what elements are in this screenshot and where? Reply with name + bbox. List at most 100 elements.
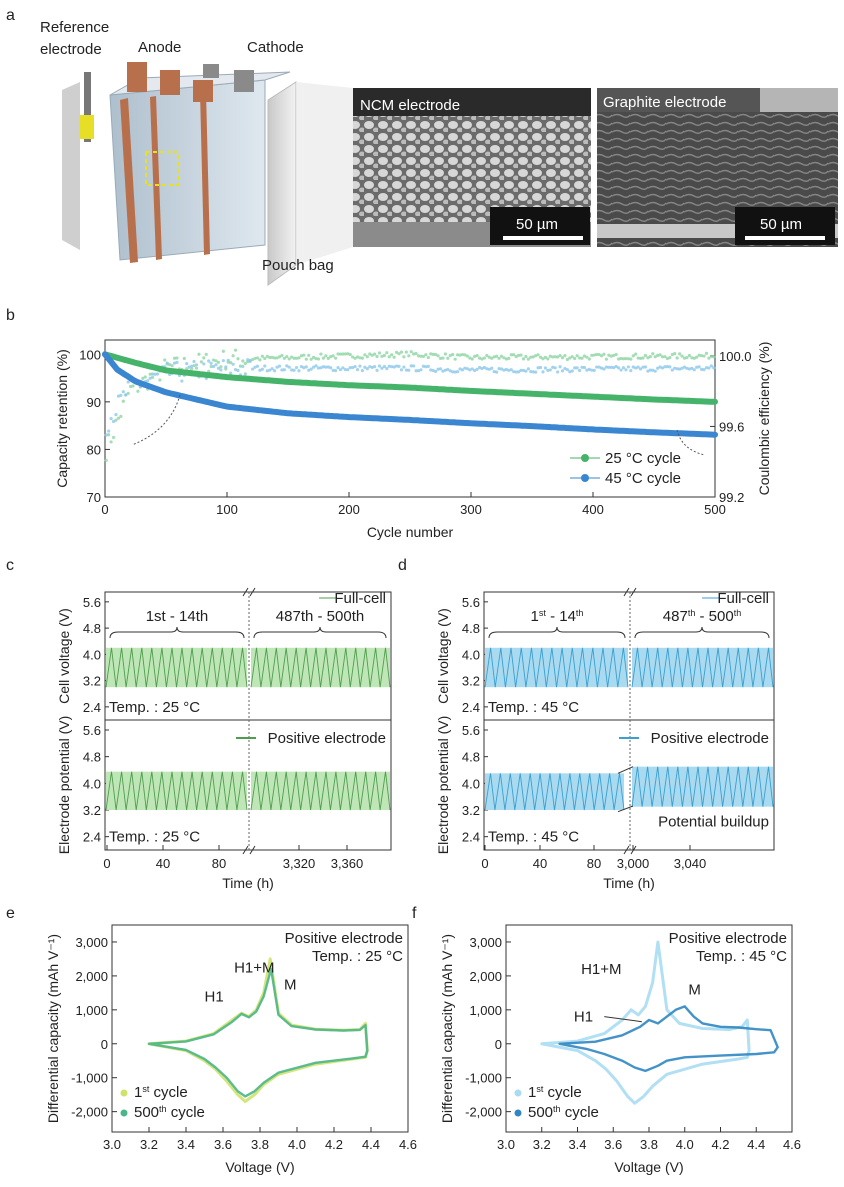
ce-point <box>251 357 255 362</box>
ce-point <box>604 365 609 369</box>
ce-point <box>263 356 267 361</box>
ce-point <box>407 354 411 358</box>
x-tick-label: 3.0 <box>103 1137 121 1152</box>
x-tick-label: 3.6 <box>214 1137 232 1152</box>
brace-late <box>253 626 387 639</box>
ce-point <box>485 353 489 358</box>
ce-point <box>107 433 111 437</box>
ce-point <box>675 367 679 371</box>
ce-point <box>104 433 108 437</box>
sem-image-ncm: NCM electrode 50 µm <box>353 88 591 247</box>
ce-point <box>126 391 130 395</box>
ce-point <box>214 359 218 363</box>
ce-point <box>641 365 645 369</box>
ce-point <box>636 365 640 369</box>
ce-point <box>485 367 489 371</box>
x-tick-label: 4.6 <box>399 1137 417 1152</box>
ce-point <box>631 354 635 358</box>
ce-point <box>595 365 599 369</box>
ce-point <box>565 357 569 362</box>
ce-point <box>534 354 538 358</box>
ce-point <box>621 366 626 370</box>
ce-point <box>421 354 426 359</box>
ce-point <box>499 354 504 358</box>
ce-point <box>119 393 123 397</box>
y-axis-title: Differential capacity (mAh V⁻¹) <box>45 934 61 1123</box>
ce-point <box>387 364 391 368</box>
ce-point <box>333 369 338 373</box>
ce-point <box>531 370 535 374</box>
ce-point <box>109 440 113 444</box>
ce-point <box>168 363 172 367</box>
ce-point <box>419 368 423 372</box>
ce-point <box>665 365 670 369</box>
x-axis-title: Time (h) <box>603 875 655 891</box>
ce-point <box>209 361 213 365</box>
ce-point <box>460 352 465 357</box>
legend-label: 1st cycle <box>134 1084 188 1101</box>
y-tick-label: 3,000 <box>75 935 108 950</box>
ce-point <box>434 352 438 357</box>
x-tick-label: 3.2 <box>140 1137 158 1152</box>
ce-point <box>243 361 247 366</box>
ce-point <box>660 355 665 359</box>
ce-point <box>599 354 604 358</box>
ce-point <box>497 366 501 371</box>
panel-label-a: a <box>6 7 15 24</box>
y-tick-label: 5.6 <box>462 595 480 610</box>
ce-point <box>617 366 621 370</box>
ce-point <box>216 360 221 364</box>
anode-tab-2 <box>160 70 180 95</box>
ce-point <box>619 368 623 372</box>
legend-marker <box>120 1109 128 1117</box>
ce-point <box>609 354 613 358</box>
ce-point <box>516 353 521 357</box>
y-tick-label: 3.2 <box>83 674 101 689</box>
ce-point <box>709 364 713 368</box>
ce-point <box>455 353 460 357</box>
sem-image-graphite: Graphite electrode 50 µm <box>597 88 838 247</box>
ce-point <box>543 366 548 370</box>
ce-point <box>111 419 116 424</box>
ce-point <box>382 353 386 358</box>
ce-point <box>434 369 438 374</box>
label-reference-electrode-1: Reference <box>40 19 109 36</box>
ce-point <box>365 355 369 359</box>
ce-point <box>255 356 260 360</box>
ce-point <box>641 356 645 360</box>
ce-point <box>475 367 479 371</box>
ce-point <box>636 356 640 360</box>
y-tick-label: 1,000 <box>75 1003 108 1018</box>
ce-point <box>377 351 382 355</box>
x-axis-title: Time (h) <box>222 875 274 891</box>
ce-point <box>343 352 347 356</box>
ce-point <box>272 369 277 373</box>
legend-label: 1st cycle <box>528 1084 582 1101</box>
ce-point <box>468 356 472 360</box>
ce-point <box>697 365 701 369</box>
ce-point <box>468 368 472 372</box>
ce-point <box>626 357 630 361</box>
ce-point <box>348 365 352 370</box>
y-tick-label: 2.4 <box>462 830 480 845</box>
ce-point <box>597 365 601 369</box>
ce-point <box>570 355 574 359</box>
ce-point <box>482 365 487 370</box>
ce-point <box>595 352 599 357</box>
ce-point <box>704 366 709 370</box>
arrow-lower <box>617 805 634 813</box>
ce-point <box>660 366 665 370</box>
ce-point <box>653 369 657 373</box>
y-tick-label: 90 <box>87 395 101 410</box>
ce-point <box>612 353 616 358</box>
y-axis-title: Differential capacity (mAh V⁻¹) <box>439 934 455 1123</box>
ce-point <box>429 368 433 372</box>
ce-point <box>346 352 350 356</box>
ce-point <box>453 370 457 374</box>
ce-point <box>577 368 582 373</box>
ce-point <box>375 368 379 372</box>
ce-point <box>624 368 628 372</box>
ce-point <box>321 365 325 369</box>
ce-point <box>351 365 355 370</box>
y-tick-label: 0 <box>495 1037 502 1052</box>
